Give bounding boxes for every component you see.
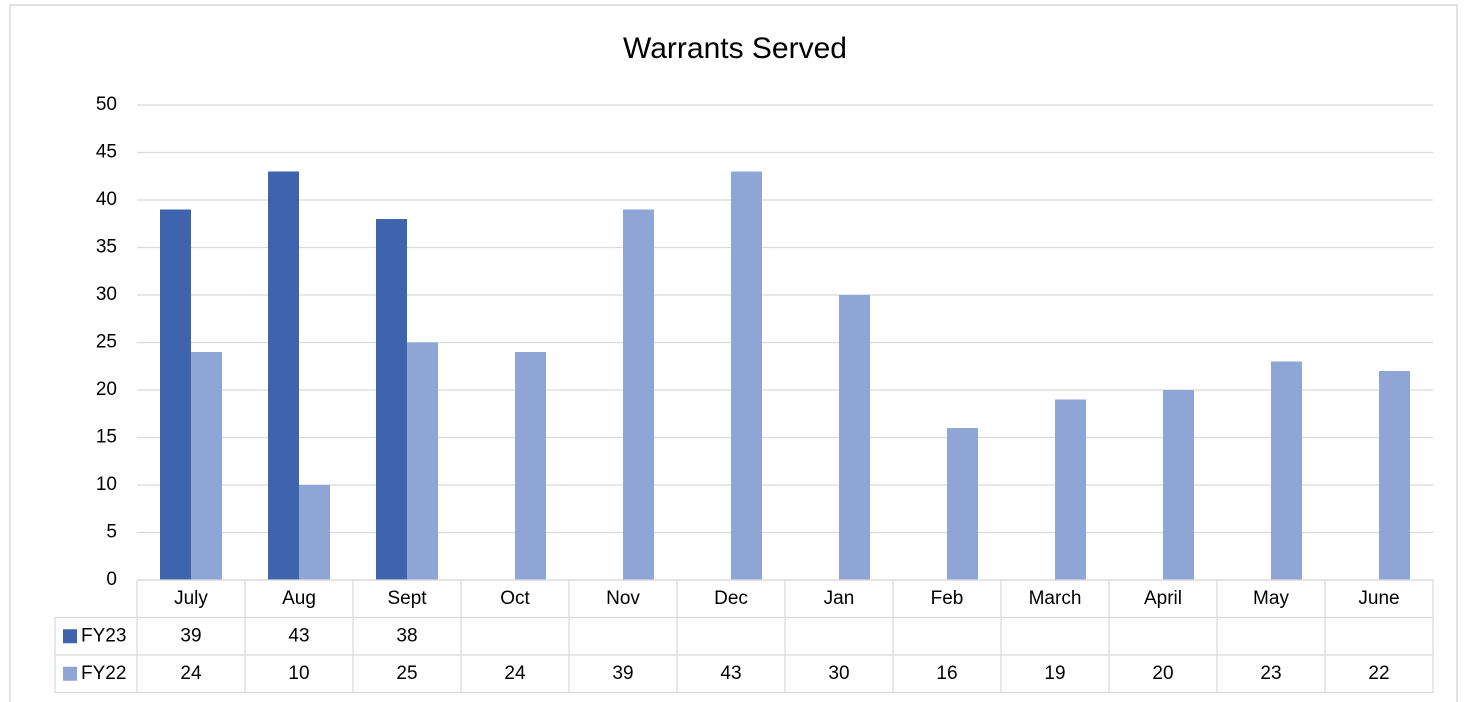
x-tick-label: Feb	[931, 588, 964, 609]
bar	[1379, 371, 1410, 580]
y-tick-label: 50	[96, 94, 117, 115]
bar	[515, 352, 546, 580]
x-tick-label: Sept	[387, 588, 427, 609]
bar	[160, 209, 191, 580]
y-tick-label: 40	[96, 189, 117, 210]
y-tick-label: 35	[96, 237, 117, 258]
x-tick-label: Dec	[714, 588, 748, 609]
table-value: 25	[396, 663, 417, 684]
bar	[1163, 390, 1194, 580]
legend-swatch	[63, 666, 77, 681]
x-tick-label: April	[1144, 588, 1182, 609]
bar	[1271, 361, 1302, 580]
bar	[1055, 399, 1086, 580]
table-value: 24	[504, 663, 526, 684]
y-tick-label: 10	[96, 474, 117, 495]
table-value: 24	[180, 663, 202, 684]
legend-label: FY22	[81, 663, 126, 684]
x-tick-label: Aug	[282, 588, 316, 609]
y-tick-label: 5	[106, 522, 117, 543]
legend-label: FY23	[81, 625, 126, 646]
table-value: 23	[1260, 663, 1281, 684]
chart-title: Warrants Served	[623, 32, 847, 65]
bar	[268, 171, 299, 580]
table-value: 16	[936, 663, 957, 684]
y-tick-label: 0	[106, 569, 117, 590]
x-tick-label: Nov	[606, 588, 640, 609]
bar	[947, 428, 978, 580]
table-value: 43	[720, 663, 741, 684]
y-tick-label: 25	[96, 332, 117, 353]
table-value: 39	[612, 663, 633, 684]
table-value: 38	[396, 625, 417, 646]
legend-swatch	[63, 629, 77, 644]
table-value: 20	[1152, 663, 1173, 684]
table-value: 30	[828, 663, 849, 684]
bar	[623, 209, 654, 580]
table-value: 22	[1368, 663, 1389, 684]
bar	[731, 171, 762, 580]
y-tick-label: 45	[96, 142, 117, 163]
y-tick-label: 15	[96, 427, 117, 448]
table-value: 10	[288, 663, 309, 684]
table-value: 19	[1044, 663, 1065, 684]
bar	[376, 219, 407, 580]
bar	[299, 485, 330, 580]
table-value: 39	[180, 625, 201, 646]
x-tick-label: May	[1253, 588, 1289, 609]
bar	[839, 295, 870, 580]
bar	[191, 352, 222, 580]
x-tick-label: Jan	[824, 588, 855, 609]
y-tick-label: 20	[96, 379, 117, 400]
x-tick-label: July	[174, 588, 208, 609]
y-tick-label: 30	[96, 284, 117, 305]
bar	[407, 342, 438, 580]
x-tick-label: June	[1358, 588, 1399, 609]
x-tick-label: Oct	[500, 588, 530, 609]
x-tick-label: March	[1029, 588, 1082, 609]
table-value: 43	[288, 625, 309, 646]
